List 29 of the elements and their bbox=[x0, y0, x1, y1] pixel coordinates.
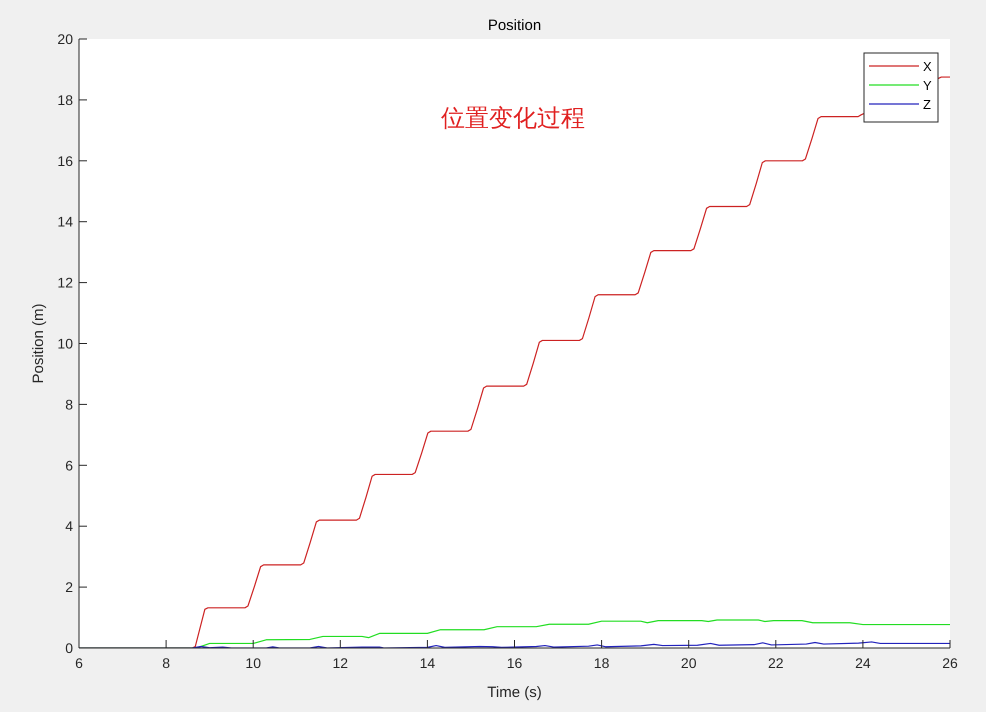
legend-label: Z bbox=[923, 97, 931, 112]
x-tick-label: 14 bbox=[420, 655, 436, 671]
y-tick-label: 10 bbox=[57, 336, 74, 352]
y-tick-label: 14 bbox=[57, 214, 74, 230]
x-tick-label: 18 bbox=[594, 655, 610, 671]
x-axis-title: Time (s) bbox=[487, 684, 542, 701]
annotation: 位置变化过程 bbox=[441, 105, 585, 132]
y-tick-label: 18 bbox=[57, 92, 74, 108]
y-tick-label: 16 bbox=[57, 152, 74, 169]
x-tick-label: 8 bbox=[162, 655, 170, 671]
y-tick-label: 4 bbox=[65, 518, 74, 534]
x-tick-label: 12 bbox=[332, 655, 348, 671]
x-tick-label: 22 bbox=[768, 655, 784, 671]
legend-label: Y bbox=[923, 78, 932, 93]
y-tick-label: 8 bbox=[65, 396, 74, 412]
x-tick-label: 6 bbox=[75, 655, 84, 671]
y-tick-label: 6 bbox=[65, 457, 74, 474]
x-tick-label: 26 bbox=[942, 655, 958, 671]
x-tick-label: 16 bbox=[506, 655, 522, 671]
chart-title: Position bbox=[488, 17, 542, 34]
y-axis-title: Position (m) bbox=[30, 303, 47, 384]
x-tick-label: 10 bbox=[245, 655, 262, 671]
y-tick-label: 20 bbox=[57, 31, 74, 47]
y-tick-label: 2 bbox=[65, 579, 74, 596]
x-tick-label: 20 bbox=[680, 655, 697, 671]
x-tick-label: 24 bbox=[855, 655, 871, 671]
y-tick-label: 12 bbox=[57, 274, 74, 291]
legend-label: X bbox=[923, 59, 932, 74]
y-tick-label: 0 bbox=[65, 640, 74, 656]
